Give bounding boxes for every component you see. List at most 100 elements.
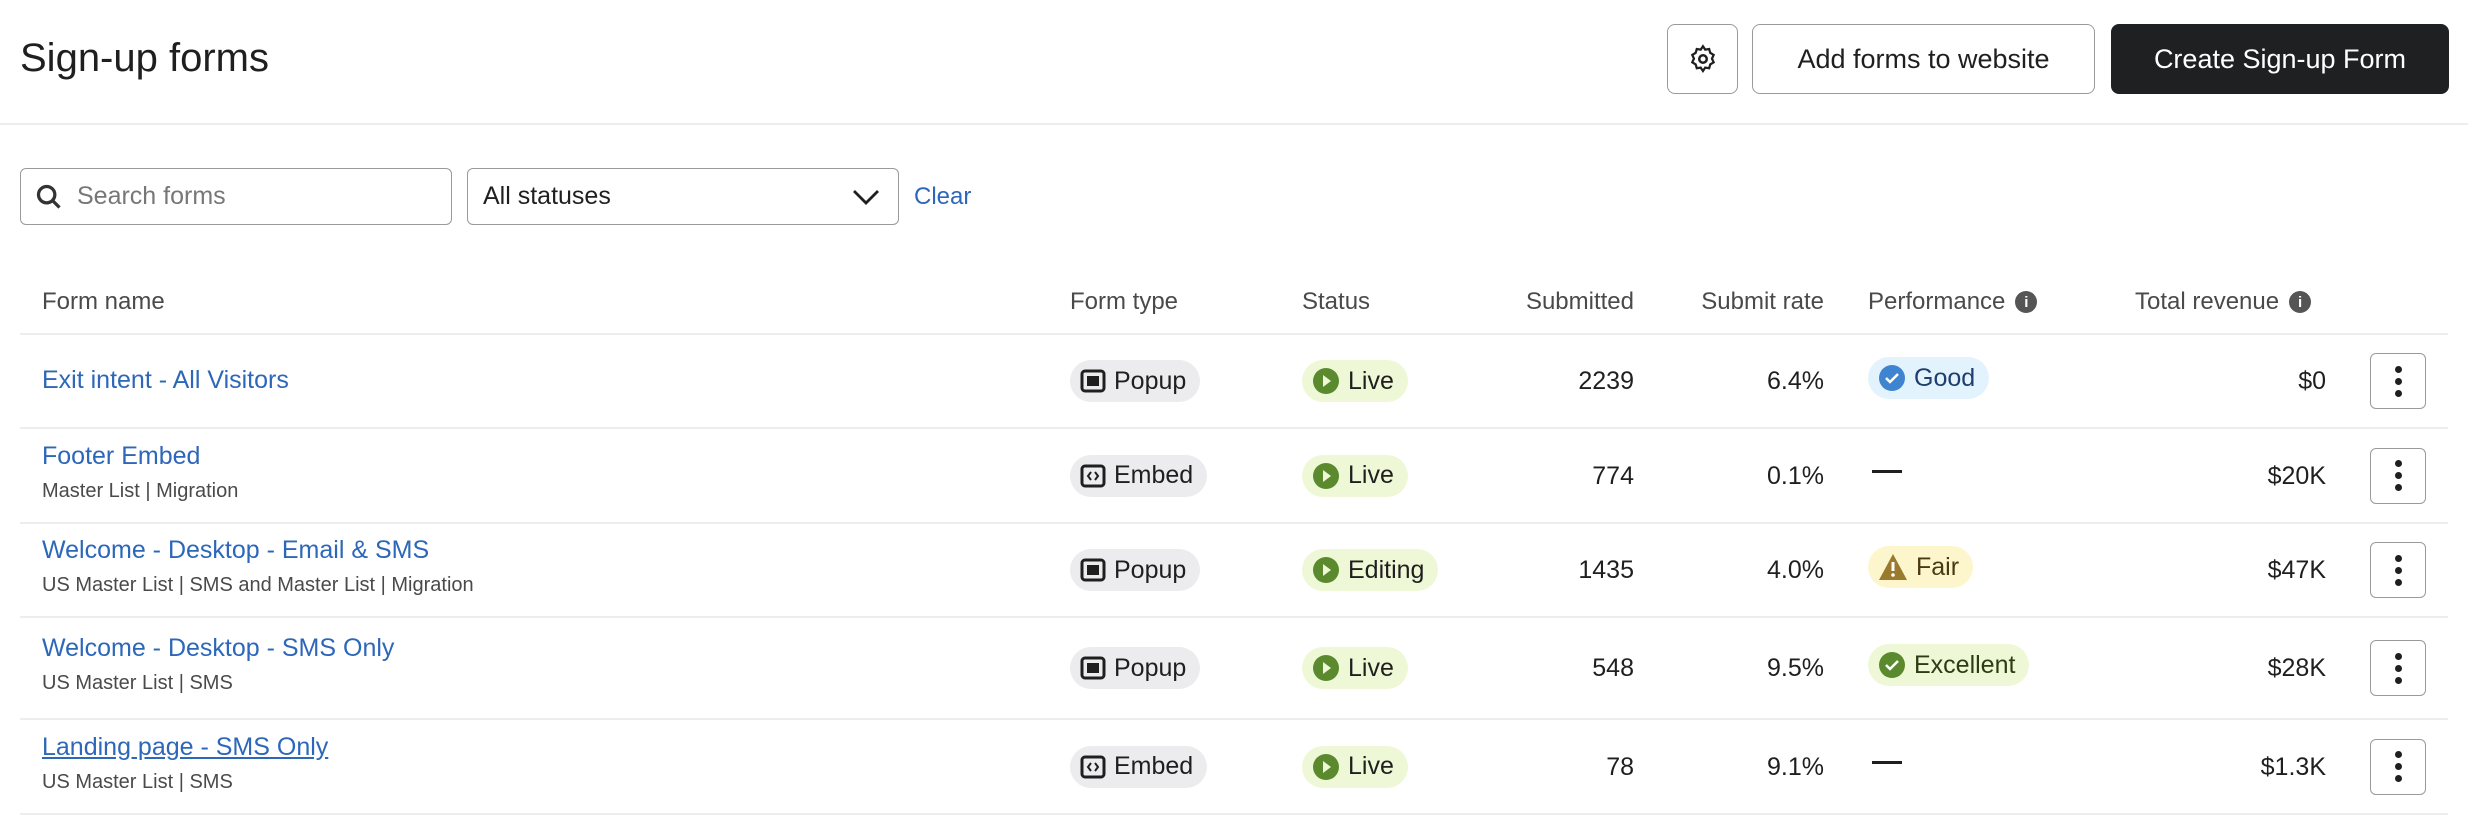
kebab-icon bbox=[2394, 554, 2402, 562]
column-header-submit-rate: Submit rate bbox=[1701, 288, 1824, 315]
submitted-count: 1435 bbox=[1578, 556, 1634, 584]
status-label: Live bbox=[1348, 461, 1394, 489]
popup-icon bbox=[1080, 656, 1106, 680]
info-icon[interactable]: i bbox=[2015, 291, 2038, 313]
submit-rate: 9.5% bbox=[1767, 654, 1824, 682]
form-name-link[interactable]: Welcome - Desktop - SMS Only bbox=[42, 634, 395, 662]
more-actions-button[interactable] bbox=[2370, 353, 2426, 409]
column-header-form-name: Form name bbox=[42, 288, 165, 315]
status-label: Editing bbox=[1348, 555, 1425, 584]
submitted-count: 2239 bbox=[1578, 367, 1634, 395]
column-header-form-type: Form type bbox=[1070, 288, 1179, 315]
submit-rate: 0.1% bbox=[1767, 461, 1824, 490]
submit-rate: 9.1% bbox=[1767, 752, 1824, 781]
embed-icon bbox=[1080, 755, 1106, 778]
performance-label: Performance bbox=[1868, 288, 2006, 315]
check-circle-icon bbox=[1879, 652, 1905, 678]
embed-icon bbox=[1080, 464, 1106, 487]
row-divider bbox=[20, 718, 2448, 720]
performance-label: Excellent bbox=[1914, 650, 2016, 679]
search-placeholder: Search forms bbox=[77, 182, 226, 210]
more-actions-button[interactable] bbox=[2370, 640, 2426, 696]
total-revenue: $20K bbox=[2267, 461, 2326, 490]
popup-icon bbox=[1080, 558, 1106, 582]
status-label: Live bbox=[1348, 653, 1394, 682]
live-status-icon bbox=[1313, 368, 1339, 394]
total-revenue: $1.3K bbox=[2260, 752, 2326, 781]
header-divider bbox=[0, 123, 2468, 125]
row-divider bbox=[20, 427, 2448, 429]
form-type-badge: Popup bbox=[1070, 647, 1201, 689]
live-status-icon bbox=[1313, 655, 1339, 681]
popup-icon bbox=[1080, 369, 1106, 393]
live-status-icon bbox=[1313, 557, 1339, 583]
total-revenue-label: Total revenue bbox=[2135, 288, 2280, 315]
form-type-label: Popup bbox=[1114, 366, 1187, 395]
status-label: Live bbox=[1348, 366, 1394, 395]
add-forms-to-website-button[interactable]: Add forms to website bbox=[1752, 24, 2095, 94]
more-actions-button[interactable] bbox=[2370, 447, 2426, 504]
form-type-badge: Popup bbox=[1070, 360, 1201, 402]
more-actions-button[interactable] bbox=[2370, 738, 2426, 795]
form-lists: US Master List | SMS and Master List | M… bbox=[42, 574, 474, 596]
form-lists: US Master List | SMS bbox=[42, 770, 233, 793]
status-select[interactable]: All statuses bbox=[467, 168, 899, 225]
total-revenue: $47K bbox=[2267, 556, 2326, 584]
status-badge: Live bbox=[1302, 454, 1408, 497]
form-name-link[interactable]: Footer Embed bbox=[42, 441, 201, 470]
live-status-icon bbox=[1313, 462, 1339, 489]
kebab-icon bbox=[2394, 460, 2402, 467]
performance-label: Fair bbox=[1916, 552, 1960, 581]
row-divider bbox=[20, 616, 2448, 618]
form-name-link[interactable]: Exit intent - All Visitors bbox=[42, 366, 289, 394]
form-type-label: Embed bbox=[1114, 461, 1194, 489]
clear-filters-link[interactable]: Clear bbox=[914, 183, 972, 210]
status-label: Live bbox=[1348, 752, 1394, 780]
status-badge: Editing bbox=[1302, 549, 1439, 591]
status-badge: Live bbox=[1302, 647, 1408, 689]
performance-badge: Excellent bbox=[1868, 644, 2030, 686]
no-performance-dash bbox=[1872, 760, 1902, 764]
submitted-count: 548 bbox=[1592, 654, 1634, 682]
status-select-value: All statuses bbox=[483, 182, 611, 210]
search-input[interactable]: Search forms bbox=[20, 168, 452, 225]
search-icon bbox=[36, 184, 61, 209]
form-type-badge: Embed bbox=[1070, 745, 1208, 788]
form-type-badge: Popup bbox=[1070, 549, 1201, 591]
form-type-label: Embed bbox=[1114, 752, 1194, 780]
warning-icon bbox=[1879, 554, 1907, 580]
more-actions-button[interactable] bbox=[2370, 542, 2426, 598]
status-badge: Live bbox=[1302, 745, 1408, 788]
no-performance-dash bbox=[1872, 469, 1902, 473]
total-revenue: $0 bbox=[2298, 367, 2326, 395]
form-lists: Master List | Migration bbox=[42, 479, 239, 502]
form-type-badge: Embed bbox=[1070, 454, 1208, 497]
total-revenue: $28K bbox=[2267, 654, 2326, 682]
performance-label: Good bbox=[1914, 363, 1976, 392]
submitted-count: 774 bbox=[1592, 461, 1634, 490]
form-lists: US Master List | SMS bbox=[42, 672, 233, 694]
form-name-link[interactable]: Landing page - SMS Only bbox=[42, 732, 329, 761]
gear-icon bbox=[1690, 44, 1715, 74]
kebab-icon bbox=[2394, 365, 2402, 373]
create-signup-form-button[interactable]: Create Sign-up Form bbox=[2111, 24, 2449, 94]
info-icon[interactable]: i bbox=[2289, 291, 2312, 313]
page-title: Sign-up forms bbox=[20, 36, 269, 80]
live-status-icon bbox=[1313, 753, 1339, 780]
submitted-count: 78 bbox=[1606, 752, 1634, 781]
form-type-label: Popup bbox=[1114, 653, 1187, 682]
chevron-down-icon bbox=[853, 189, 879, 205]
row-divider bbox=[20, 333, 2448, 335]
submit-rate: 4.0% bbox=[1767, 556, 1824, 584]
row-divider bbox=[20, 813, 2448, 815]
form-type-label: Popup bbox=[1114, 555, 1187, 584]
kebab-icon bbox=[2394, 751, 2402, 758]
column-header-status: Status bbox=[1302, 288, 1371, 315]
column-header-performance: Performance i bbox=[1868, 288, 2038, 316]
submit-rate: 6.4% bbox=[1767, 367, 1824, 395]
column-header-total-revenue: Total revenue i bbox=[2135, 288, 2312, 316]
form-name-link[interactable]: Welcome - Desktop - Email & SMS bbox=[42, 536, 430, 564]
performance-badge: Fair bbox=[1868, 546, 1974, 588]
column-header-submitted: Submitted bbox=[1525, 288, 1634, 315]
settings-button[interactable] bbox=[1667, 24, 1738, 94]
